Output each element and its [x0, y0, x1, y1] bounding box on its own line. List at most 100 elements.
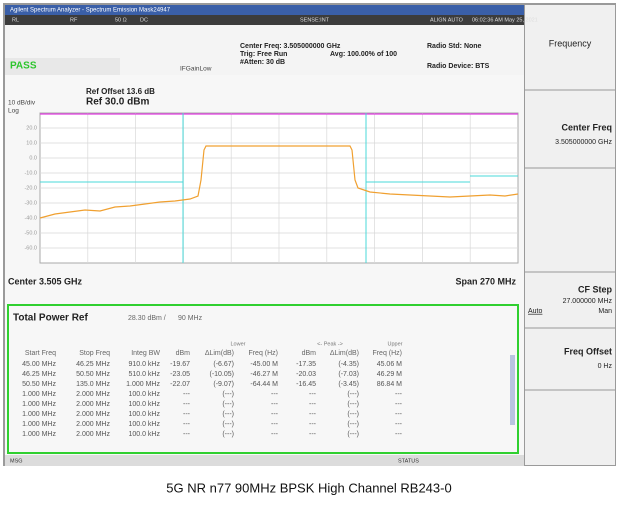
table-cell: (-7.03) — [338, 371, 359, 378]
table-cell: (---) — [222, 401, 234, 408]
y-label: -30.0 — [24, 200, 37, 206]
status-item: RF — [70, 17, 78, 23]
y-label: 10.0 — [26, 140, 37, 146]
status-item: SENSE:INT — [300, 17, 330, 23]
status-item: RL — [12, 17, 19, 23]
center: Center 3.505 GHz — [8, 276, 83, 286]
column-header: dBm — [302, 350, 317, 357]
table-cell: (-9.07) — [213, 381, 234, 388]
y-label: -20.0 — [24, 185, 37, 191]
column-header: ΔLim(dB) — [330, 350, 359, 357]
table-cell: 910.0 kHz — [128, 361, 160, 368]
y-label: -10.0 — [24, 170, 37, 176]
table-cell: -19.67 — [170, 361, 190, 368]
avg: Avg: 100.00% of 100 — [330, 51, 397, 58]
column-header: dBm — [176, 350, 191, 357]
table-cell: 1.000 MHz — [126, 381, 160, 388]
softkey[interactable] — [526, 273, 614, 327]
status-item: ALIGN AUTO — [430, 17, 464, 23]
table-cell: --- — [183, 411, 191, 418]
softkey-dividers — [525, 89, 615, 391]
status: STATUS — [398, 458, 419, 464]
table-cell: 135.0 MHz — [76, 381, 110, 388]
y-label: -60.0 — [24, 245, 37, 251]
table-frame — [7, 304, 519, 454]
table-cell: --- — [395, 411, 403, 418]
table-cell: --- — [395, 431, 403, 438]
table-cell: (-6.67) — [213, 361, 234, 368]
table-cell: 1.000 MHz — [22, 391, 56, 398]
table-cell: 46.25 MHz — [76, 361, 110, 368]
y-label: -40.0 — [24, 215, 37, 221]
softkey-panel — [525, 5, 615, 465]
softkey-value: 3.505000000 GHz — [555, 139, 612, 146]
table-cell: 2.000 MHz — [76, 431, 110, 438]
table-cell: --- — [183, 391, 191, 398]
atten: #Atten: 30 dB — [240, 59, 285, 66]
column-group: <- Peak -> — [317, 341, 343, 347]
center-freq: Center Freq: 3.505000000 GHz — [240, 43, 341, 50]
column-header: ΔLim(dB) — [205, 350, 234, 357]
table-cell: (---) — [222, 431, 234, 438]
table-cell: --- — [395, 421, 403, 428]
status-row — [5, 15, 524, 25]
table-cell: --- — [183, 421, 191, 428]
table-cell: 86.84 M — [377, 381, 402, 388]
grid — [40, 113, 518, 263]
radio-std: Radio Std: None — [427, 43, 482, 50]
table-cell: --- — [309, 411, 317, 418]
table-cell: 1.000 MHz — [22, 411, 56, 418]
title-bar — [5, 5, 524, 15]
y-label: -50.0 — [24, 230, 37, 236]
scrollbar[interactable] — [510, 355, 515, 425]
trig: Trig: Free Run — [240, 51, 287, 58]
table-cell: -16.45 — [296, 381, 316, 388]
table-cell: 100.0 kHz — [128, 401, 160, 408]
table-cell: (---) — [347, 421, 359, 428]
column-header: Freq (Hz) — [372, 350, 402, 357]
table-cell: (---) — [347, 431, 359, 438]
table-title: Total Power Ref — [13, 313, 88, 324]
table-cell: (---) — [347, 391, 359, 398]
table-cell: (-3.45) — [338, 381, 359, 388]
softkey[interactable] — [526, 329, 614, 389]
softkey[interactable] — [526, 91, 614, 167]
table-cell: --- — [271, 401, 279, 408]
table-cell: 45.06 M — [377, 361, 402, 368]
table-cell: (-4.35) — [338, 361, 359, 368]
table-panel — [5, 290, 524, 455]
table-cell: (---) — [222, 411, 234, 418]
verdict: PASS — [10, 61, 37, 72]
column-header: Integ BW — [131, 350, 160, 357]
status-bar — [5, 455, 524, 466]
radio-device: Radio Device: BTS — [427, 63, 490, 70]
table-cell: 1.000 MHz — [22, 401, 56, 408]
table-cell: -17.35 — [296, 361, 316, 368]
table-cell: --- — [271, 421, 279, 428]
table-cell: --- — [183, 401, 191, 408]
caption: 5G NR n77 90MHz BPSK High Channel RB243-… — [166, 480, 451, 495]
table-cell: --- — [395, 401, 403, 408]
status-item: 50 Ω — [115, 17, 127, 23]
softkey-label: Center Freq — [561, 122, 612, 132]
table-cell: --- — [309, 421, 317, 428]
table-cell: 100.0 kHz — [128, 411, 160, 418]
ref-bw: 90 MHz — [178, 315, 203, 322]
status-item: 06:02:36 AM May 25, 2021 — [472, 17, 538, 23]
table-cell: 50.50 MHz — [76, 371, 110, 378]
ref-offset: Ref Offset 13.6 dB — [86, 87, 155, 96]
table-cell: 50.50 MHz — [22, 381, 56, 388]
title: Agilent Spectrum Analyzer - Spectrum Emi… — [10, 8, 171, 14]
table-cell: (---) — [347, 411, 359, 418]
table-cell: (---) — [222, 391, 234, 398]
column-header: Freq (Hz) — [248, 350, 278, 357]
man-option: Man — [598, 308, 612, 315]
table-cell: -20.03 — [296, 371, 316, 378]
column-group: Upper — [388, 341, 403, 347]
table-cell: -45.00 M — [250, 361, 278, 368]
auto-option: Auto — [528, 308, 543, 315]
table-cell: 1.000 MHz — [22, 421, 56, 428]
softkey-value: 0 Hz — [598, 363, 613, 370]
table-cell: 510.0 kHz — [128, 371, 160, 378]
